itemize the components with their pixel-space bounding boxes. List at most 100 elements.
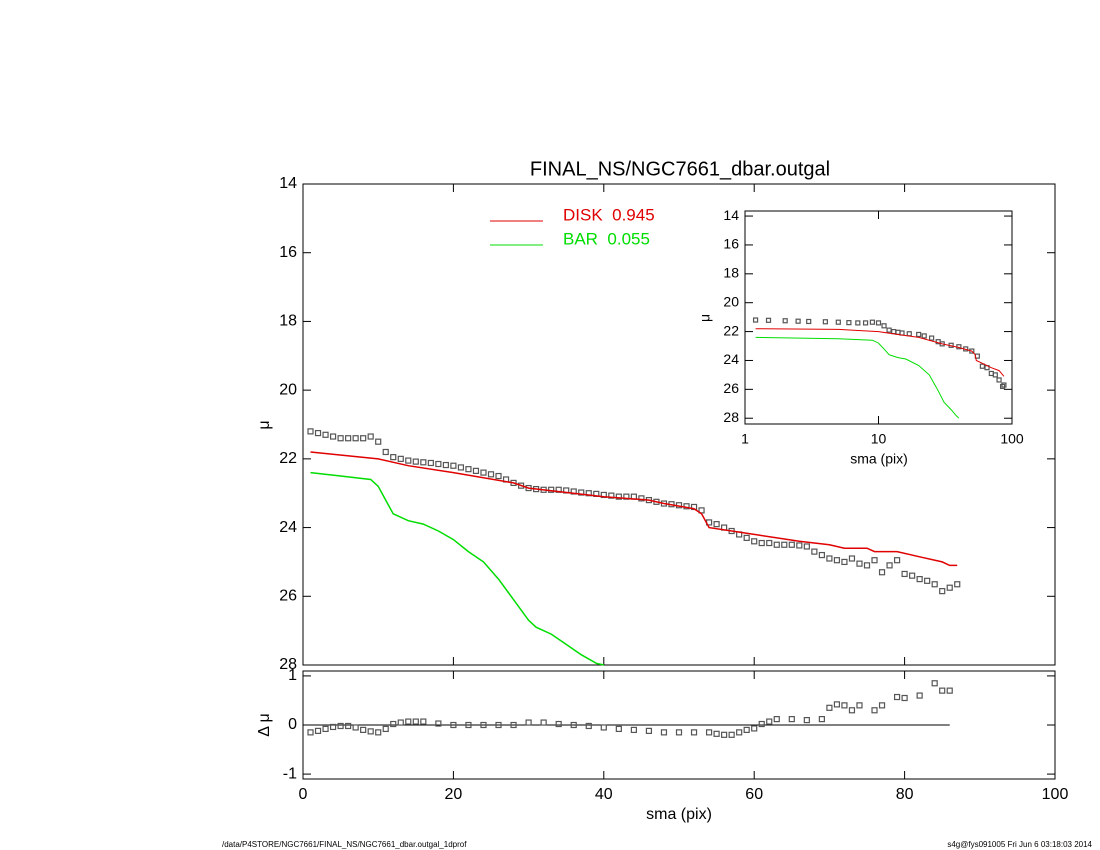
data-point (570, 721, 577, 729)
data-point (450, 462, 457, 469)
data-point (352, 724, 359, 731)
data-point (660, 729, 668, 736)
y-tick-label: 14 (279, 175, 297, 192)
data-point (871, 557, 878, 564)
data-point (405, 718, 412, 725)
data-point (435, 720, 442, 727)
data-point (675, 729, 683, 736)
data-point (796, 542, 803, 549)
data-point (314, 429, 322, 437)
data-point (841, 702, 848, 709)
data-point (382, 725, 389, 733)
data-point (578, 489, 585, 496)
data-point (638, 495, 645, 502)
data-point (862, 320, 869, 326)
data-point (765, 317, 772, 323)
data-point (886, 327, 892, 333)
data-point (337, 722, 344, 730)
data-point (848, 555, 856, 562)
data-point (412, 718, 419, 725)
chart-title: FINAL_NS/NGC7661_dbar.outgal (530, 158, 830, 180)
y-tick-label: 1 (288, 667, 297, 684)
data-point (893, 693, 901, 701)
data-point (495, 721, 502, 729)
data-point (818, 716, 825, 723)
data-point (886, 562, 893, 569)
data-point (465, 466, 472, 473)
data-point (818, 551, 825, 559)
plot-frame (744, 210, 1013, 425)
data-point (420, 718, 427, 725)
y-tick-label: 16 (279, 244, 297, 261)
data-point (954, 581, 961, 588)
data-point (871, 707, 878, 714)
data-point (397, 719, 404, 726)
data-point (480, 469, 487, 476)
data-point (921, 333, 927, 339)
data-point (705, 729, 713, 736)
data-point (337, 435, 344, 442)
data-point (728, 731, 735, 738)
x-tick-label: 40 (595, 786, 613, 803)
data-point (766, 718, 773, 725)
data-point (721, 731, 728, 738)
data-point (450, 721, 457, 729)
x-tick-label: 10 (871, 431, 887, 447)
data-point (743, 726, 750, 734)
data-point (795, 318, 801, 324)
data-point (645, 727, 653, 734)
data-point (713, 730, 720, 737)
y-tick-label: -1 (283, 765, 297, 782)
x-tick-label: 60 (745, 786, 763, 803)
y-tick-label: 24 (723, 351, 739, 367)
data-point (931, 581, 938, 588)
y-axis-label: μ (697, 314, 713, 322)
data-point (442, 461, 449, 469)
data-point (435, 460, 442, 468)
data-point (881, 323, 887, 329)
y-axis-label: Δ μ (256, 713, 273, 736)
data-point (855, 320, 861, 326)
data-point (758, 720, 765, 728)
data-point (788, 541, 795, 548)
data-point (835, 319, 841, 325)
data-point (916, 576, 923, 583)
data-point (427, 459, 434, 467)
data-point (743, 534, 750, 541)
data-point (924, 577, 931, 584)
data-point (875, 320, 882, 326)
data-point (901, 694, 908, 702)
data-point (615, 493, 622, 500)
data-point (390, 720, 397, 728)
y-tick-label: 22 (723, 322, 739, 338)
data-point (863, 562, 871, 569)
data-point (946, 584, 953, 591)
y-tick-label: 28 (279, 656, 297, 673)
y-tick-label: 20 (279, 381, 297, 398)
profile-line (310, 451, 958, 567)
data-point (329, 433, 337, 440)
data-point (752, 317, 759, 323)
data-point (939, 687, 946, 694)
data-point (397, 455, 404, 462)
data-point (329, 723, 337, 731)
data-point (367, 728, 374, 735)
y-tick-label: 20 (723, 293, 739, 309)
legend-label: DISK 0.945 (563, 205, 655, 224)
data-point (803, 543, 810, 550)
data-point (457, 464, 465, 471)
x-tick-label: 100 (1000, 431, 1024, 447)
data-point (946, 687, 953, 694)
data-point (826, 704, 833, 711)
data-point (856, 702, 863, 709)
profile-line (755, 328, 1005, 377)
plot-frame (302, 183, 1056, 666)
data-point (472, 467, 480, 474)
data-point (758, 539, 765, 547)
x-tick-label: 0 (299, 786, 308, 803)
x-tick-label: 100 (1042, 786, 1069, 803)
data-point (929, 335, 935, 341)
y-tick-label: 22 (279, 450, 297, 467)
data-point (322, 431, 329, 438)
y-axis-label: μ (256, 420, 273, 429)
